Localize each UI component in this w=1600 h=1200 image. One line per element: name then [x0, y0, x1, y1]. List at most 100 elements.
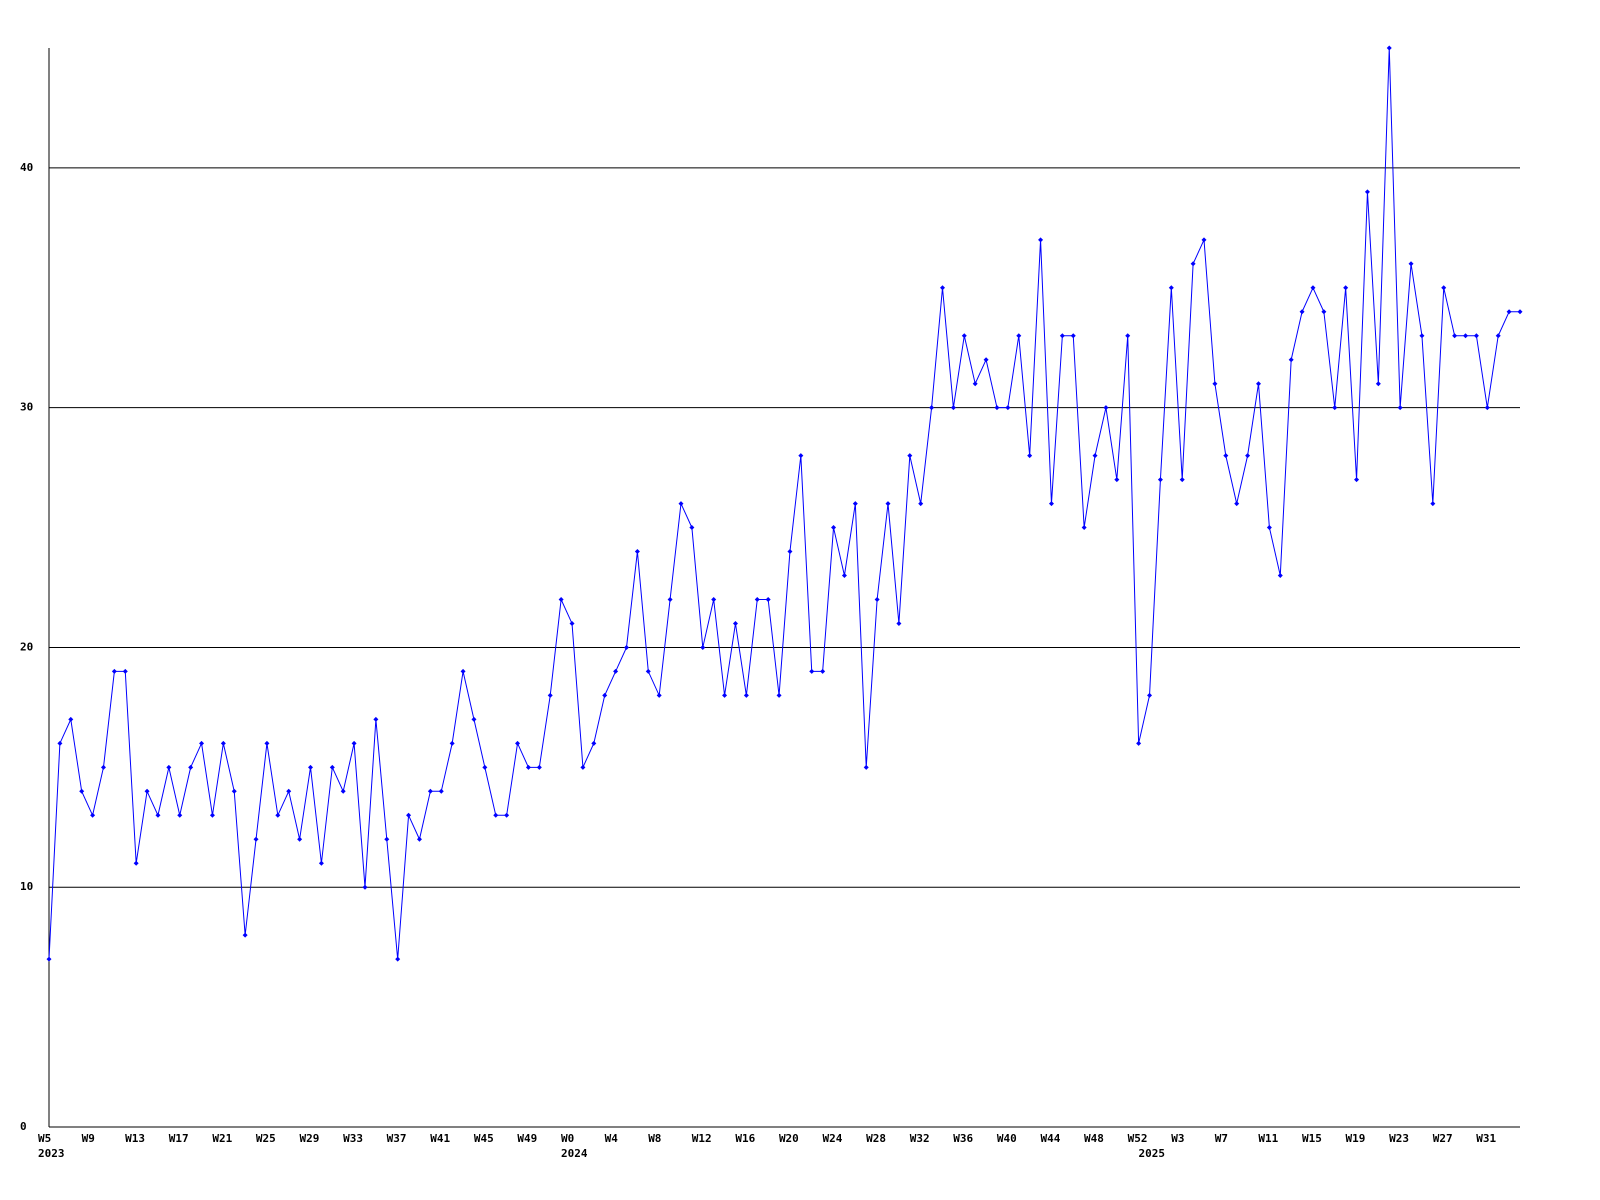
x-tick-label: W3 [1171, 1132, 1184, 1145]
x-tick-label: W21 [212, 1132, 232, 1145]
data-point [1419, 333, 1425, 339]
data-point [1103, 405, 1109, 411]
data-point [961, 333, 967, 339]
x-tick-label: W0 [561, 1132, 574, 1145]
data-point [547, 692, 553, 698]
data-point [406, 812, 412, 818]
data-point [536, 764, 542, 770]
data-point [841, 573, 847, 579]
x-tick-label: W25 [256, 1132, 276, 1145]
data-point [1517, 309, 1523, 315]
data-point [340, 788, 346, 794]
data-point [787, 549, 793, 555]
data-point [220, 740, 226, 746]
data-point [700, 644, 706, 650]
x-tick-label: W40 [997, 1132, 1017, 1145]
data-line [48, 47, 1520, 960]
data-point [1059, 333, 1065, 339]
data-point [743, 692, 749, 698]
data-point [1168, 285, 1174, 291]
data-point [351, 740, 357, 746]
data-point [308, 764, 314, 770]
data-point [177, 812, 183, 818]
data-point [1266, 525, 1272, 531]
x-tick-label: W27 [1433, 1132, 1453, 1145]
data-point [569, 620, 575, 626]
data-point [689, 525, 695, 531]
data-point [275, 812, 281, 818]
data-point [100, 764, 106, 770]
x-tick-label: W13 [125, 1132, 145, 1145]
x-tick-label: W23 [1389, 1132, 1409, 1145]
data-point [852, 501, 858, 507]
data-point [297, 836, 303, 842]
data-point [438, 788, 444, 794]
x-tick-label: W32 [910, 1132, 930, 1145]
x-tick-label: W24 [823, 1132, 843, 1145]
data-point [1255, 381, 1261, 387]
data-point [1364, 189, 1370, 195]
data-point [1354, 477, 1360, 483]
data-point [1375, 381, 1381, 387]
data-point [166, 764, 172, 770]
data-point [242, 932, 248, 938]
data-point [188, 764, 194, 770]
data-point [656, 692, 662, 698]
data-point [994, 405, 1000, 411]
data-point [57, 740, 63, 746]
data-point [972, 381, 978, 387]
data-point [1223, 453, 1229, 459]
data-point [449, 740, 455, 746]
data-point [1310, 285, 1316, 291]
x-tick-label: W5 [38, 1132, 51, 1145]
data-point [885, 501, 891, 507]
x-tick-label: W37 [387, 1132, 407, 1145]
data-point [1092, 453, 1098, 459]
data-point [471, 716, 477, 722]
data-point [1343, 285, 1349, 291]
data-point [820, 668, 826, 674]
y-tick-label: 40 [20, 161, 33, 174]
data-point [863, 764, 869, 770]
data-point [634, 549, 640, 555]
data-point [1016, 333, 1022, 339]
data-point [645, 668, 651, 674]
data-point [929, 405, 935, 411]
x-tick-label: W7 [1215, 1132, 1228, 1145]
x-tick-label: W16 [735, 1132, 755, 1145]
x-tick-label: W36 [953, 1132, 973, 1145]
data-point [1147, 692, 1153, 698]
data-point [732, 620, 738, 626]
x-tick-label: W15 [1302, 1132, 1322, 1145]
x-tick-label: W17 [169, 1132, 189, 1145]
data-point [1212, 381, 1218, 387]
data-point [209, 812, 215, 818]
x-tick-label: W44 [1040, 1132, 1060, 1145]
data-point [580, 764, 586, 770]
x-tick-label: W4 [605, 1132, 619, 1145]
data-point [809, 668, 815, 674]
data-point [1048, 501, 1054, 507]
data-point [1245, 453, 1251, 459]
data-point [1408, 261, 1414, 267]
data-point [1473, 333, 1479, 339]
data-point [1114, 477, 1120, 483]
data-point [111, 668, 117, 674]
x-tick-label: W49 [517, 1132, 537, 1145]
data-point [515, 740, 521, 746]
data-point [362, 884, 368, 890]
data-point [373, 716, 379, 722]
data-point [329, 764, 335, 770]
data-point [416, 836, 422, 842]
data-point [1201, 237, 1207, 243]
data-point [286, 788, 292, 794]
data-point [678, 501, 684, 507]
data-point [1027, 453, 1033, 459]
data-point [525, 764, 531, 770]
x-tick-label: W9 [82, 1132, 95, 1145]
x-year-label: 2024 [561, 1147, 588, 1160]
data-point [591, 740, 597, 746]
data-point [711, 596, 717, 602]
data-point [122, 668, 128, 674]
x-year-label: 2023 [38, 1147, 65, 1160]
